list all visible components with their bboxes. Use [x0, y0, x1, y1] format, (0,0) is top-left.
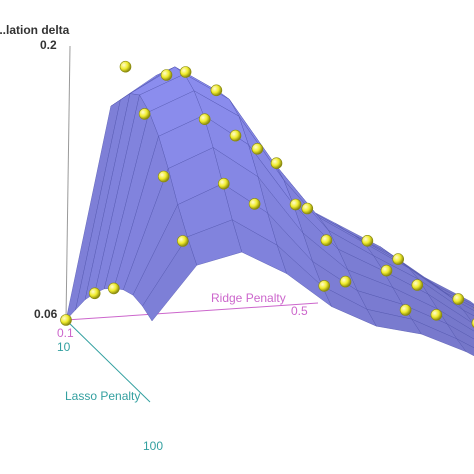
ridge-axis-line	[65, 302, 319, 321]
z-tick-bottom: 0.06	[34, 307, 58, 321]
data-point	[108, 282, 120, 295]
data-point	[320, 234, 333, 246]
data-point	[179, 66, 192, 78]
z-axis-label: ...lation delta	[0, 23, 70, 37]
data-point	[229, 129, 242, 142]
data-point	[160, 69, 173, 81]
data-point	[198, 113, 211, 125]
z-tick-top: 0.2	[40, 38, 57, 52]
data-point	[339, 275, 352, 288]
data-point	[218, 177, 230, 190]
axes-group	[65, 45, 319, 403]
data-point	[138, 108, 151, 120]
data-point	[430, 308, 443, 321]
data-point	[210, 84, 223, 97]
data-point	[248, 198, 261, 210]
data-point	[157, 170, 170, 183]
surface-mesh	[65, 66, 474, 357]
data-point	[471, 318, 474, 328]
lasso-tick-min: 10	[57, 340, 71, 354]
data-point	[177, 235, 189, 247]
lasso-tick-max: 100	[143, 439, 163, 453]
data-point	[270, 157, 283, 169]
lasso-axis-line	[65, 319, 151, 403]
data-point	[88, 287, 101, 300]
data-point	[318, 280, 331, 292]
data-point	[301, 202, 314, 215]
ridge-tick-max: 0.5	[291, 304, 308, 318]
lasso-axis-label: Lasso Penalty	[65, 389, 140, 403]
surface-patch	[142, 236, 198, 322]
ridge-tick-min: 0.1	[57, 326, 74, 340]
data-point	[251, 143, 264, 155]
ridge-axis-label: Ridge Penalty	[211, 291, 286, 305]
data-point	[392, 253, 405, 265]
data-point	[452, 293, 465, 305]
data-point	[411, 279, 424, 291]
data-point	[399, 304, 412, 316]
z-axis-line	[65, 45, 71, 321]
data-points	[60, 60, 474, 328]
data-point	[60, 314, 72, 326]
data-point	[361, 235, 374, 247]
data-point	[380, 264, 393, 277]
data-point	[119, 60, 132, 73]
data-point	[289, 198, 302, 211]
